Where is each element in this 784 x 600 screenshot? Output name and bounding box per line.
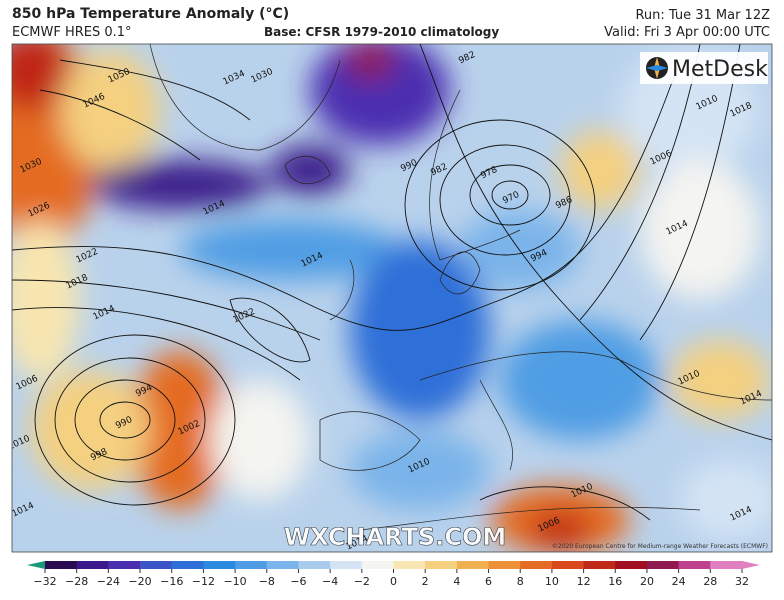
colorbar-label: 12 <box>577 575 591 588</box>
colorbar-label: 32 <box>735 575 749 588</box>
logo: MetDesk <box>672 57 768 82</box>
colorbar-segment <box>583 561 616 569</box>
colorbar-label: 8 <box>517 575 524 588</box>
colorbar-segment <box>615 561 648 569</box>
colorbar-segment <box>108 561 141 569</box>
map-frame <box>11 43 773 553</box>
colorbar-label: −6 <box>290 575 306 588</box>
colorbar-segment <box>140 561 173 569</box>
colorbar-label: −4 <box>322 575 338 588</box>
colorbar-end <box>27 561 45 569</box>
colorbar-label: 6 <box>485 575 492 588</box>
copyright: ©2020 European Centre for Medium-range W… <box>552 543 768 550</box>
colorbar-label: −32 <box>33 575 56 588</box>
colorbar-label: 24 <box>672 575 686 588</box>
valid: Valid: Fri 3 Apr 00:00 UTC <box>604 25 770 40</box>
watermark: WXCHARTS.COM <box>284 523 506 551</box>
colorbar-segment <box>171 561 204 569</box>
colorbar-segment <box>330 561 363 569</box>
colorbar-label: −28 <box>65 575 88 588</box>
coastlines <box>149 44 772 531</box>
colorbar-segment <box>45 561 78 569</box>
colorbar-segment <box>361 561 394 569</box>
colorbar-label: 20 <box>640 575 654 588</box>
colorbar-label: 10 <box>545 575 559 588</box>
colorbar-label: −16 <box>160 575 183 588</box>
colorbar-label: −2 <box>354 575 370 588</box>
colorbar-segment <box>520 561 553 569</box>
isobars <box>12 44 772 521</box>
colorbar-segment <box>488 561 521 569</box>
model: ECMWF HRES 0.1° <box>12 25 132 40</box>
colorbar-label: −10 <box>223 575 246 588</box>
colorbar-segment <box>235 561 268 569</box>
colorbar-segment <box>456 561 490 569</box>
colorbar-segment <box>646 561 680 569</box>
colorbar-segment <box>393 561 426 569</box>
colorbar-end <box>742 561 760 569</box>
logo-mark <box>646 57 668 79</box>
colorbar-segment <box>298 561 331 569</box>
colorbar-segment <box>266 561 299 569</box>
colorbar-label: −24 <box>97 575 120 588</box>
colorbar-segment <box>678 561 711 569</box>
anomaly-field: 1050104610341030102610221018101410061010… <box>12 44 772 552</box>
run: Run: Tue 31 Mar 12Z <box>635 8 770 23</box>
base: Base: CFSR 1979-2010 climatology <box>264 25 500 39</box>
colorbar-label: 0 <box>390 575 397 588</box>
colorbar-segment <box>76 561 109 569</box>
colorbar-label: 4 <box>453 575 460 588</box>
colorbar-segment <box>203 561 236 569</box>
colorbar-label: −12 <box>192 575 215 588</box>
colorbar-label: 2 <box>422 575 429 588</box>
colorbar-label: −20 <box>128 575 151 588</box>
colorbar: −32 −28 −24 −20 −16 −12 −10 −8 −6 −4 −2 0 2 4 6 8 10 12 16… <box>27 561 760 588</box>
title: 850 hPa Temperature Anomaly (°C) <box>12 6 290 22</box>
colorbar-label: 16 <box>608 575 622 588</box>
colorbar-segment <box>710 561 743 569</box>
colorbar-segment <box>425 561 458 569</box>
colorbar-label: 28 <box>703 575 717 588</box>
colorbar-label: −8 <box>259 575 275 588</box>
colorbar-segment <box>551 561 585 569</box>
